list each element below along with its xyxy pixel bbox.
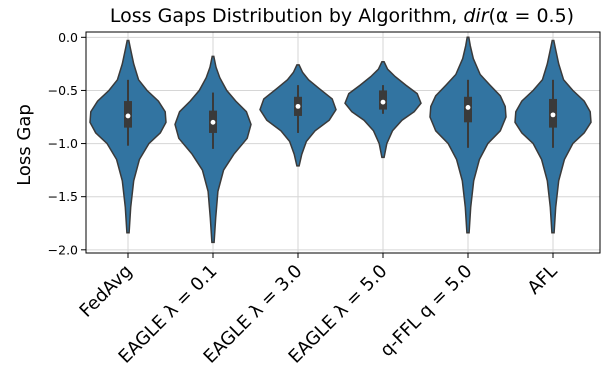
violin-median (295, 103, 301, 109)
violin-body (174, 55, 252, 244)
y-tick-label: 0.0 (58, 30, 78, 45)
violin-group (429, 36, 507, 234)
x-tick-label: FedAvg (76, 261, 137, 322)
violin-group (514, 39, 592, 234)
violins (89, 36, 592, 244)
y-tick-label: −0.5 (48, 83, 78, 98)
violin-median (125, 113, 131, 119)
violin-group (259, 64, 337, 167)
y-ticks: 0.0 −0.5 −1.0 −1.5 −2.0 (48, 30, 86, 257)
y-tick-label: −1.0 (48, 136, 78, 151)
violin-group (174, 55, 252, 244)
chart-title: Loss Gaps Distribution by Algorithm, dir… (110, 5, 574, 27)
violin-median (380, 99, 386, 105)
x-tick-label: AFL (524, 261, 562, 299)
violin-group (89, 39, 167, 234)
y-gridlines (86, 36, 600, 251)
violin-median (550, 112, 556, 118)
plot-frame (85, 31, 601, 254)
y-tick-label: −1.5 (48, 189, 78, 204)
violin-median (210, 119, 216, 125)
y-tick-label: −2.0 (48, 242, 78, 257)
violin-median (465, 105, 471, 110)
violin-group (344, 61, 422, 159)
y-axis-label: Loss Gap (14, 104, 35, 186)
